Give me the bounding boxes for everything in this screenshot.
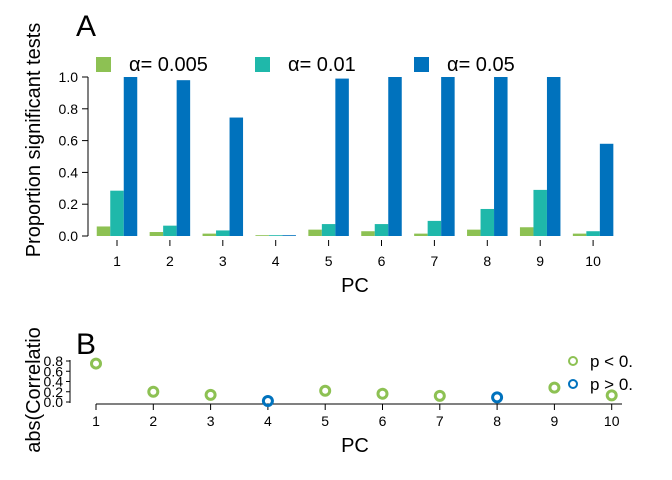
bar-1-pc8 (467, 229, 481, 236)
point-pc10 (605, 389, 618, 402)
panel-b-y-axis-title: abs(Correlatio (23, 327, 45, 453)
panel-b-x-tick-label: 7 (436, 413, 444, 429)
point-pc7 (433, 389, 446, 402)
panel-b-y-tick-label: 0.8 (44, 353, 64, 369)
bar-1-pc6 (361, 231, 375, 236)
panel-b-x-tick-label: 6 (379, 413, 387, 429)
point-pc6 (376, 387, 389, 400)
panel-a-label: A (76, 10, 96, 43)
panel-a-x-tick-label: 7 (431, 253, 439, 269)
bar-3-pc4 (282, 235, 296, 237)
bar-3-pc6 (388, 77, 402, 236)
bar-1-pc1 (96, 226, 111, 236)
panel-b-x-axis-title: PC (341, 435, 369, 457)
panel-a-y-ticks: 0.0 0.2 0.4 0.6 0.8 1.0 (59, 69, 88, 244)
bar-3-pc2 (176, 80, 191, 237)
legend-label-1: p < 0. (590, 352, 633, 371)
legend-swatch-3 (414, 57, 429, 72)
bar-3-pc3 (229, 117, 244, 236)
bar-1-pc9 (519, 227, 534, 236)
panel-a-bars (96, 77, 614, 237)
bar-2-pc9 (533, 189, 547, 236)
bar-2-pc10 (586, 231, 600, 236)
panel-a-y-tick-label: 1.0 (59, 69, 79, 85)
panel-b-x-tick-label: 5 (321, 413, 329, 429)
panel-a-x-axis-title: PC (341, 275, 369, 297)
panel-b-legend: p < 0. p > 0. (568, 352, 633, 394)
panel-a-legend: α= 0.005 α= 0.01 α= 0.05 (96, 54, 515, 76)
panel-b-points (90, 357, 618, 407)
bar-1-pc7 (414, 233, 428, 236)
legend-label-2: p > 0. (590, 375, 633, 394)
bar-3-pc8 (494, 77, 508, 236)
bar-3-pc5 (335, 78, 349, 236)
bar-2-pc5 (321, 224, 336, 236)
bar-3-pc1 (123, 77, 138, 236)
legend-swatch-2 (255, 57, 270, 72)
panel-a-x-tick-label: 5 (325, 253, 333, 269)
bar-1-pc3 (202, 233, 217, 236)
bar-2-pc4 (268, 235, 283, 237)
panel-a-x-tick-label: 9 (536, 253, 544, 269)
panel-a-x-tick-label: 1 (113, 253, 121, 269)
bar-1-pc4 (255, 235, 269, 237)
panel-a-x-ticks: 1 2 3 4 5 6 7 8 9 10 (113, 240, 601, 269)
legend-marker-2 (568, 379, 578, 389)
legend-label-2: α= 0.01 (288, 54, 356, 76)
panel-b-y-ticks: 0.00.20.40.60.8 (44, 353, 70, 410)
point-pc3 (204, 388, 217, 401)
bar-3-pc9 (546, 77, 561, 236)
point-pc2 (147, 385, 160, 398)
legend-label-3: α= 0.05 (447, 54, 515, 76)
panel-a-y-tick-label: 0.6 (59, 133, 79, 149)
panel-a-x-tick-label: 3 (219, 253, 227, 269)
bar-2-pc2 (163, 225, 177, 236)
bar-2-pc1 (110, 190, 124, 236)
panel-b-y-tick-label: 0.4 (44, 374, 64, 390)
panel-a-y-tick-label: 0.8 (59, 101, 79, 117)
point-pc8 (491, 391, 504, 404)
panel-b-x-tick-label: 10 (604, 413, 620, 429)
panel-b-y-tick-label: 0.0 (44, 394, 64, 410)
panel-a-y-tick-label: 0.0 (59, 228, 79, 244)
panel-a-y-tick-label: 0.2 (59, 196, 79, 212)
bar-2-pc7 (427, 220, 442, 236)
panel-a-y-tick-label: 0.4 (59, 164, 79, 180)
panel-b-label: B (76, 328, 96, 361)
legend-marker-1 (568, 356, 578, 366)
point-pc1 (90, 357, 102, 370)
panel-b-x-tick-label: 9 (551, 413, 559, 429)
panel-a-y-axis-title: Proportion significant tests (23, 23, 45, 258)
bar-1-pc2 (149, 232, 164, 236)
panel-a-x-tick-label: 10 (585, 253, 601, 269)
panel-b-x-tick-label: 8 (493, 413, 501, 429)
point-pc5 (319, 384, 332, 397)
panel-a-x-tick-label: 2 (166, 253, 174, 269)
panel-a: A Proportion significant tests PC 0.0 0.2… (23, 10, 614, 297)
panel-b-x-tick-label: 1 (92, 413, 100, 429)
legend-swatch-1 (96, 57, 111, 72)
panel-a-x-tick-label: 8 (483, 253, 491, 269)
bar-3-pc10 (599, 143, 614, 236)
panel-b-y-tick-label: 0.2 (44, 384, 64, 400)
panel-b-y-tick-label: 0.6 (44, 363, 64, 379)
panel-b-x-ticks: 1 2 3 4 5 6 7 8 9 10 (92, 404, 620, 429)
panel-a-x-tick-label: 6 (378, 253, 386, 269)
bar-2-pc8 (480, 208, 495, 236)
point-pc9 (548, 381, 561, 394)
bar-2-pc6 (374, 224, 389, 236)
bar-1-pc5 (308, 229, 322, 236)
legend-label-1: α= 0.005 (129, 54, 208, 76)
bar-3-pc7 (441, 77, 455, 236)
panel-b-x-tick-label: 3 (207, 413, 215, 429)
panel-b-x-tick-label: 2 (149, 413, 157, 429)
panel-b: abs(Correlatio B PC 0.00.20.40.60.8 1 2 3 4… (23, 327, 633, 457)
panel-a-x-tick-label: 4 (272, 253, 280, 269)
bar-2-pc3 (216, 230, 230, 236)
bar-1-pc10 (572, 233, 587, 236)
panel-b-x-tick-label: 4 (264, 413, 272, 429)
point-pc4 (261, 394, 274, 407)
